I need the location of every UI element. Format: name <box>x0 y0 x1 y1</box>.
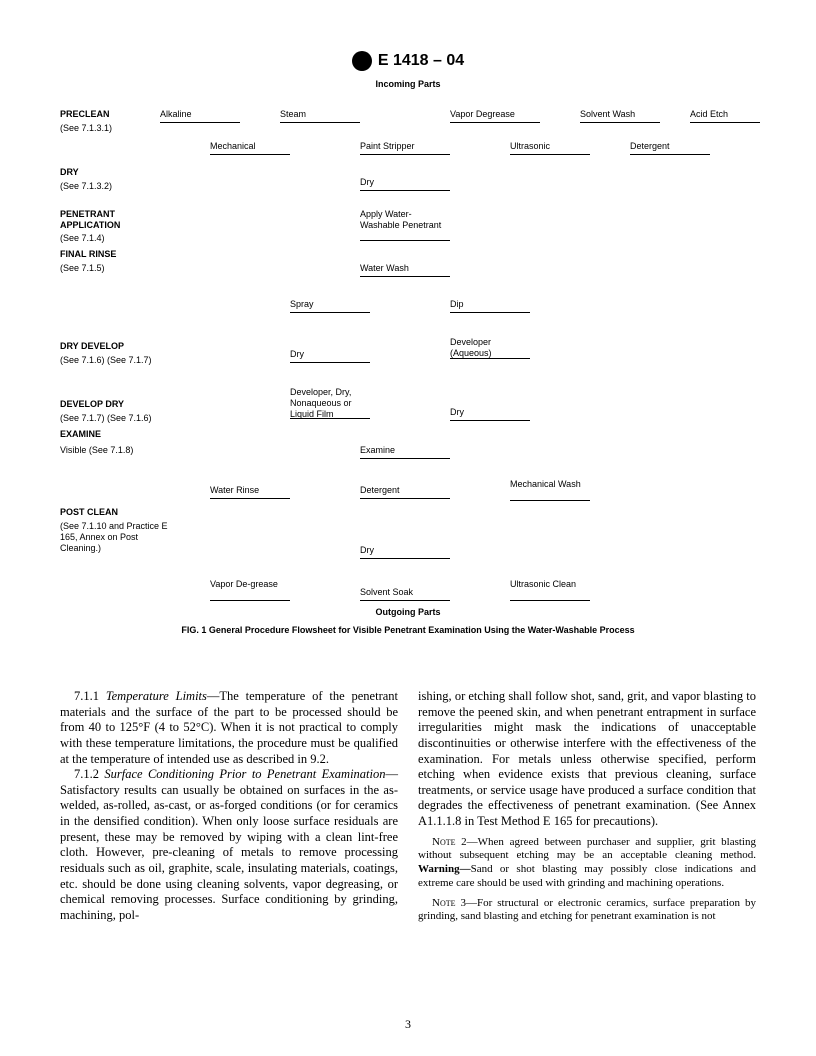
cell: Dry <box>290 349 370 363</box>
page-number: 3 <box>0 1017 816 1032</box>
cell: Solvent Wash <box>580 109 660 123</box>
cell: Developer (Aqueous) <box>450 337 530 359</box>
cell: Apply Water-Washable Penetrant <box>360 209 450 241</box>
cell: Acid Etch <box>690 109 760 123</box>
cell: Mechanical Wash <box>510 479 590 501</box>
astm-logo-icon <box>352 51 372 71</box>
cell: Spray <box>290 299 370 313</box>
note-label: Note 2 <box>432 836 467 848</box>
label-dry-develop: DRY DEVELOP <box>60 341 124 352</box>
note-text: —For structural or electronic ceramics, … <box>418 897 756 923</box>
note-2: Note 2—When agreed between purchaser and… <box>418 836 756 891</box>
label-penetrant: PENETRANT APPLICATION <box>60 209 150 231</box>
ref-dry-develop: (See 7.1.6) (See 7.1.7) <box>60 355 152 365</box>
sec-title: Surface Conditioning Prior to Penetrant … <box>104 767 385 781</box>
flowsheet: PRECLEAN (See 7.1.3.1) Alkaline Steam Va… <box>60 109 756 689</box>
cell: Developer, Dry, Nonaqueous or Liquid Fil… <box>290 387 370 419</box>
label-preclean: PRECLEAN <box>60 109 110 120</box>
ref-final-rinse: (See 7.1.5) <box>60 263 105 273</box>
cell: Ultrasonic <box>510 141 590 155</box>
para-7-1-2: 7.1.2 Surface Conditioning Prior to Pene… <box>60 767 398 923</box>
incoming-parts-label: Incoming Parts <box>60 79 756 89</box>
cell: Detergent <box>630 141 710 155</box>
figure-caption: FIG. 1 General Procedure Flowsheet for V… <box>60 625 756 635</box>
sec-num: 7.1.1 <box>74 689 106 703</box>
body-columns: 7.1.1 Temperature Limits—The temperature… <box>60 689 756 924</box>
para-text: —Satisfactory results can usually be obt… <box>60 767 398 922</box>
note-label: Note 3 <box>432 897 466 909</box>
sec-title: Temperature Limits <box>106 689 207 703</box>
ref-post-clean: (See 7.1.10 and Practice E 165, Annex on… <box>60 521 170 553</box>
cell: Water Rinse <box>210 485 290 499</box>
cell: Solvent Soak <box>360 587 450 601</box>
ref-dry: (See 7.1.3.2) <box>60 181 112 191</box>
label-dry: DRY <box>60 167 79 178</box>
label-develop-dry: DEVELOP DRY <box>60 399 124 410</box>
cell: Paint Stripper <box>360 141 450 155</box>
cell: Dry <box>450 407 530 421</box>
cell: Examine <box>360 445 450 459</box>
para-7-1-1: 7.1.1 Temperature Limits—The temperature… <box>60 689 398 767</box>
cell: Detergent <box>360 485 450 499</box>
cell: Alkaline <box>160 109 240 123</box>
label-examine: EXAMINE <box>60 429 101 440</box>
designation: E 1418 – 04 <box>378 52 464 70</box>
note-3: Note 3—For structural or electronic cera… <box>418 897 756 925</box>
designation-line: E 1418 – 04 <box>352 51 464 71</box>
para-7-1-2-cont: ishing, or etching shall follow shot, sa… <box>418 689 756 830</box>
cell: Dip <box>450 299 530 313</box>
cell: Steam <box>280 109 360 123</box>
para-text: ishing, or etching shall follow shot, sa… <box>418 689 756 828</box>
warning-label: Warning— <box>418 863 471 875</box>
doc-header: E 1418 – 04 <box>60 48 756 71</box>
cell: Dry <box>360 177 450 191</box>
ref-penetrant: (See 7.1.4) <box>60 233 105 243</box>
label-post-clean: POST CLEAN <box>60 507 118 518</box>
label-final-rinse: FINAL RINSE <box>60 249 116 260</box>
ref-develop-dry: (See 7.1.7) (See 7.1.6) <box>60 413 152 423</box>
cell: Vapor De-grease <box>210 579 290 601</box>
cell: Water Wash <box>360 263 450 277</box>
cell: Ultrasonic Clean <box>510 579 590 601</box>
cell: Dry <box>360 545 450 559</box>
cell: Mechanical <box>210 141 290 155</box>
ref-examine: Visible (See 7.1.8) <box>60 445 133 455</box>
outgoing-parts-label: Outgoing Parts <box>60 607 756 617</box>
ref-preclean: (See 7.1.3.1) <box>60 123 112 133</box>
sec-num: 7.1.2 <box>74 767 104 781</box>
note-text: —When agreed between purchaser and suppl… <box>418 836 756 862</box>
cell: Vapor Degrease <box>450 109 540 123</box>
